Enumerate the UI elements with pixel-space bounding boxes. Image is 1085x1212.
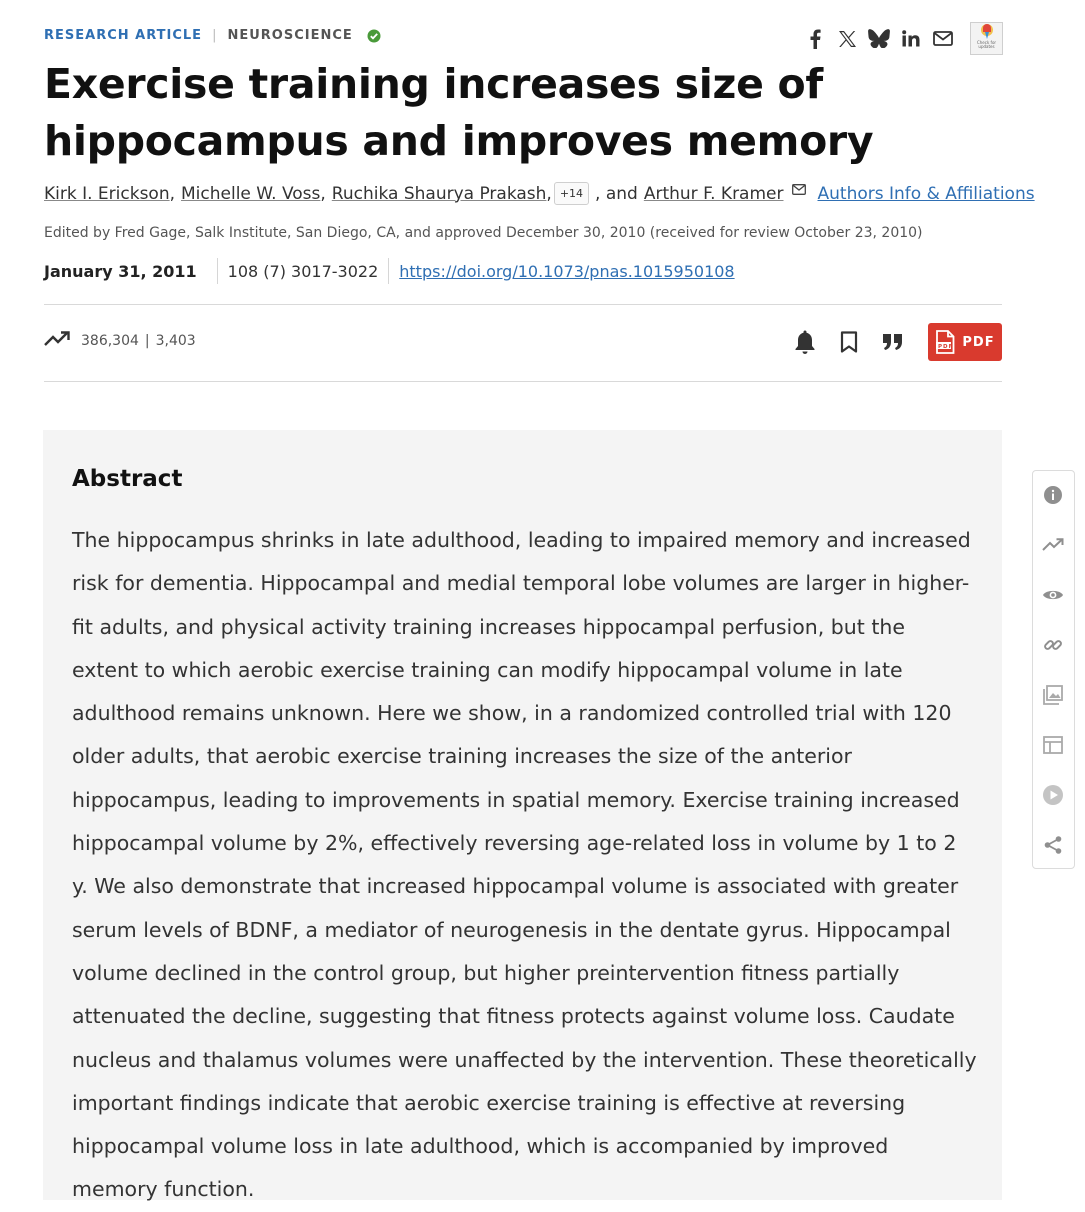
doi-link[interactable]: https://doi.org/10.1073/pnas.1015950108 <box>399 261 735 281</box>
play-icon[interactable] <box>1042 784 1064 806</box>
publication-info: January 31, 2011 108 (7) 3017-3022 https… <box>44 258 735 284</box>
article-type-label[interactable]: RESEARCH ARTICLE <box>44 28 203 43</box>
author-link[interactable]: Ruchika Shaurya Prakash <box>331 183 547 204</box>
table-icon[interactable] <box>1042 734 1064 756</box>
verified-check-icon <box>367 29 381 43</box>
crossmark-label: Check for updates <box>976 40 997 49</box>
link-icon[interactable] <box>1042 634 1064 656</box>
trending-up-icon <box>44 331 71 351</box>
article-meta-bar: RESEARCH ARTICLE | NEUROSCIENCE <box>44 28 381 43</box>
pdf-button[interactable]: PDF PDF <box>928 323 1002 361</box>
editor-note: Edited by Fred Gage, Salk Institute, San… <box>44 225 923 241</box>
and-text: , and <box>595 183 638 204</box>
eye-icon[interactable] <box>1042 584 1064 606</box>
abstract-text: The hippocampus shrinks in late adulthoo… <box>72 528 977 1202</box>
metrics-separator: | <box>144 333 150 349</box>
images-icon[interactable] <box>1042 684 1064 706</box>
crossmark-icon <box>980 24 993 39</box>
views-count: 386,304 <box>81 333 139 349</box>
divider <box>216 258 218 284</box>
metrics-icon[interactable] <box>1042 534 1064 556</box>
citations-count: 3,403 <box>155 333 196 349</box>
share-bar: Check for updates <box>804 22 1003 55</box>
abstract-heading: Abstract <box>72 466 183 492</box>
crossmark-badge[interactable]: Check for updates <box>970 22 1003 55</box>
abstract-section: Abstract The hippocampus shrinks in late… <box>43 430 1002 1201</box>
facebook-icon[interactable] <box>804 28 826 50</box>
divider <box>388 258 390 284</box>
subject-label[interactable]: NEUROSCIENCE <box>227 28 353 43</box>
corresponding-author-mail-icon[interactable] <box>791 180 806 200</box>
share-icon[interactable] <box>1042 834 1064 856</box>
authors-affiliations-link[interactable]: Authors Info & Affiliations <box>817 183 1035 204</box>
email-icon[interactable] <box>932 28 954 50</box>
linkedin-icon[interactable] <box>900 28 922 50</box>
publication-date: January 31, 2011 <box>44 261 197 281</box>
svg-text:PDF: PDF <box>938 344 953 350</box>
alert-bell-icon[interactable] <box>790 323 820 361</box>
bluesky-icon[interactable] <box>868 28 890 50</box>
x-icon[interactable] <box>836 28 858 50</box>
pdf-file-icon: PDF <box>936 330 955 354</box>
side-toolbar <box>1032 470 1075 869</box>
more-authors-button[interactable]: +14 <box>553 182 590 205</box>
divider <box>44 381 1002 382</box>
author-link[interactable]: Arthur F. Kramer <box>643 183 784 204</box>
article-actions: PDF PDF <box>790 323 1002 361</box>
author-link[interactable]: Kirk I. Erickson <box>44 183 170 204</box>
meta-separator: | <box>212 28 218 43</box>
divider <box>44 304 1002 305</box>
citation-volume: 108 (7) 3017-3022 <box>227 261 379 281</box>
cite-quote-icon[interactable] <box>878 323 908 361</box>
author-list: Kirk I. Erickson, Michelle W. Voss, Ruch… <box>44 182 1035 205</box>
author-link[interactable]: Michelle W. Voss <box>181 183 321 204</box>
info-icon[interactable] <box>1042 484 1064 506</box>
article-metrics[interactable]: 386,304 | 3,403 <box>44 331 196 351</box>
article-title: Exercise training increases size of hipp… <box>44 60 874 165</box>
pdf-button-label: PDF <box>962 334 995 350</box>
bookmark-icon[interactable] <box>834 323 864 361</box>
